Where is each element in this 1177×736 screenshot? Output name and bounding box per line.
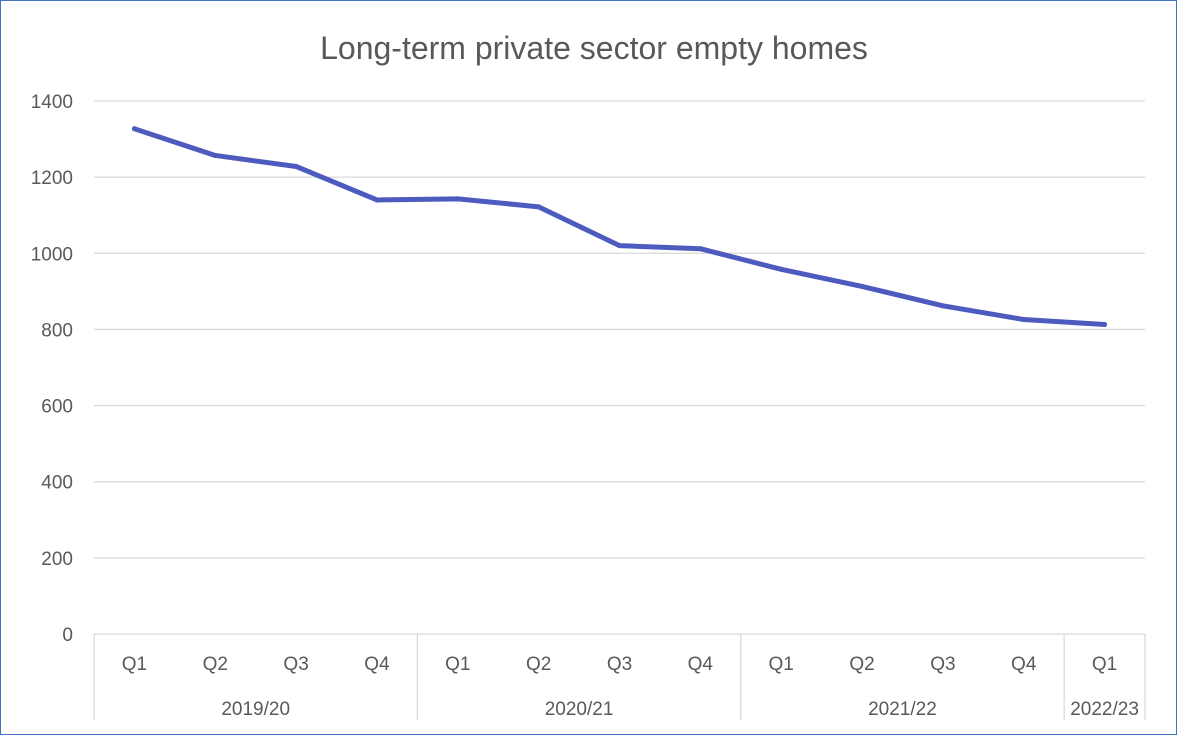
x-tick-label: Q1: [769, 654, 794, 675]
y-tick-label: 800: [41, 320, 73, 341]
x-tick-label: Q2: [203, 654, 228, 675]
y-tick-label: 1400: [31, 92, 73, 113]
data-point: [1021, 317, 1027, 323]
y-tick-label: 1200: [31, 168, 73, 189]
data-point: [859, 283, 865, 289]
data-point: [536, 204, 542, 210]
x-group-label: 2022/23: [1070, 699, 1139, 720]
x-tick-label: Q2: [849, 654, 874, 675]
x-tick-label: Q1: [445, 654, 470, 675]
data-point: [778, 266, 784, 272]
series-layer: [131, 126, 1108, 327]
x-tick-label: Q1: [122, 654, 147, 675]
y-tick-label: 600: [41, 397, 73, 418]
series-line: [131, 126, 1108, 327]
data-point: [697, 246, 703, 252]
data-point: [455, 196, 461, 202]
x-tick-label: Q4: [688, 654, 714, 675]
y-tick-label: 0: [62, 625, 73, 646]
y-tick-label: 400: [41, 473, 73, 494]
y-tick-label: 200: [41, 549, 73, 570]
data-point: [617, 243, 622, 249]
x-group-label: 2021/22: [868, 699, 937, 720]
y-tick-label: 1000: [31, 244, 73, 265]
y-axis-ticks: 0 200 400 600 800 1000 1200 1400: [31, 92, 73, 646]
x-tick-label: Q2: [526, 654, 551, 675]
gridlines: [94, 100, 1145, 635]
x-axis: Q1 Q2 Q3 Q4 Q1 Q2 Q3 Q4 Q1 Q2 Q3 Q4 Q1 2019/20 2020/21…: [93, 634, 1146, 720]
x-group-label: 2020/21: [545, 699, 614, 720]
data-point: [374, 197, 380, 203]
data-point: [1102, 321, 1108, 327]
x-tick-label: Q4: [364, 654, 390, 675]
x-tick-label: Q3: [283, 654, 308, 675]
data-point: [212, 152, 218, 158]
data-point: [131, 126, 137, 132]
data-point: [293, 163, 299, 169]
data-point: [940, 303, 946, 309]
chart-title: Long-term private sector empty homes: [320, 30, 868, 66]
x-tick-label: Q4: [1011, 654, 1037, 675]
x-tick-label: Q3: [607, 654, 632, 675]
x-tick-label: Q1: [1092, 654, 1117, 675]
x-group-label: 2019/20: [221, 699, 290, 720]
x-tick-label: Q3: [930, 654, 955, 675]
